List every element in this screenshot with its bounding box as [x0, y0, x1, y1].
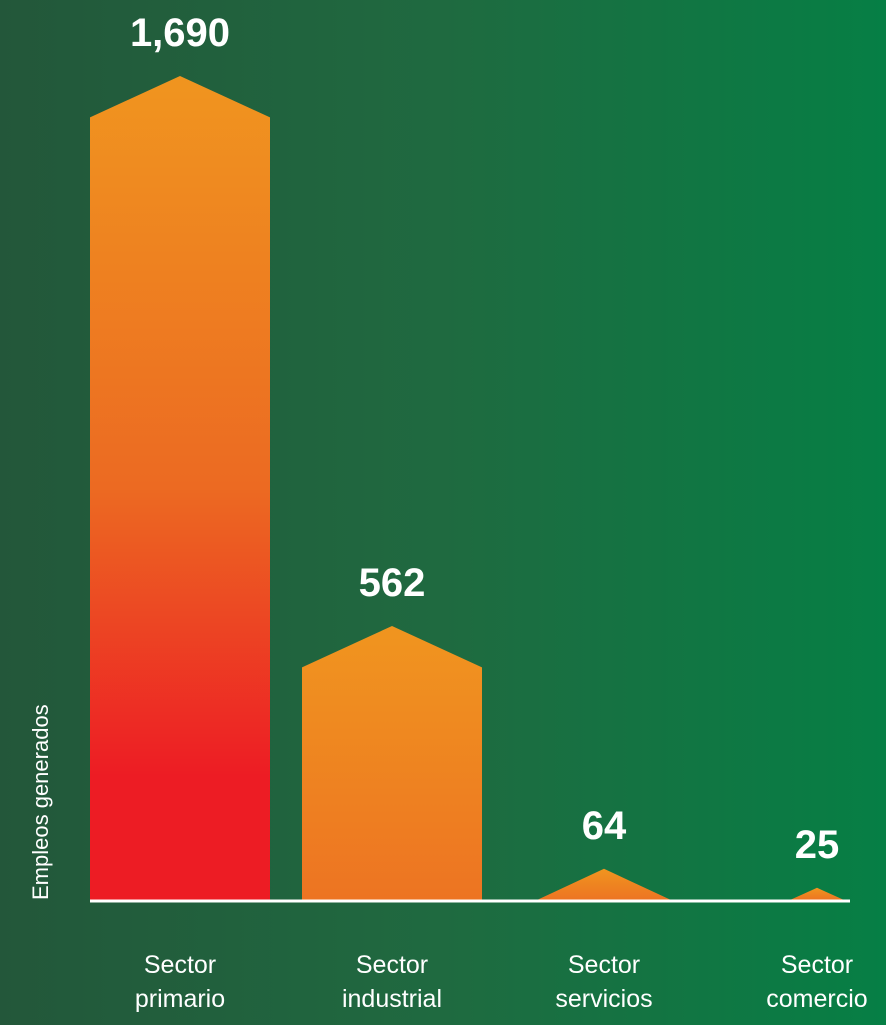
bars-group: 1,690 Sector primario 562 Sector industrial 64…	[90, 11, 868, 1013]
value-label-2: 64	[582, 804, 627, 848]
value-label-1: 562	[359, 561, 426, 605]
category-label-0-line-1: primario	[135, 985, 225, 1013]
category-label-2-line-1: servicios	[555, 985, 652, 1013]
category-label-3-line-0: Sector	[781, 951, 853, 979]
category-label-3-line-1: comercio	[766, 985, 867, 1013]
value-label-0: 1,690	[130, 11, 230, 55]
y-axis-label: Empleos generados	[28, 704, 53, 900]
bar-3	[790, 887, 844, 900]
value-label-3: 25	[795, 823, 840, 867]
bar-1	[302, 625, 482, 900]
category-label-0-line-0: Sector	[144, 951, 216, 979]
category-label-1-line-0: Sector	[356, 951, 428, 979]
category-label-2-line-0: Sector	[568, 951, 640, 979]
bar-0	[90, 76, 270, 900]
category-label-1-line-1: industrial	[342, 985, 442, 1013]
bar-2	[537, 868, 671, 900]
